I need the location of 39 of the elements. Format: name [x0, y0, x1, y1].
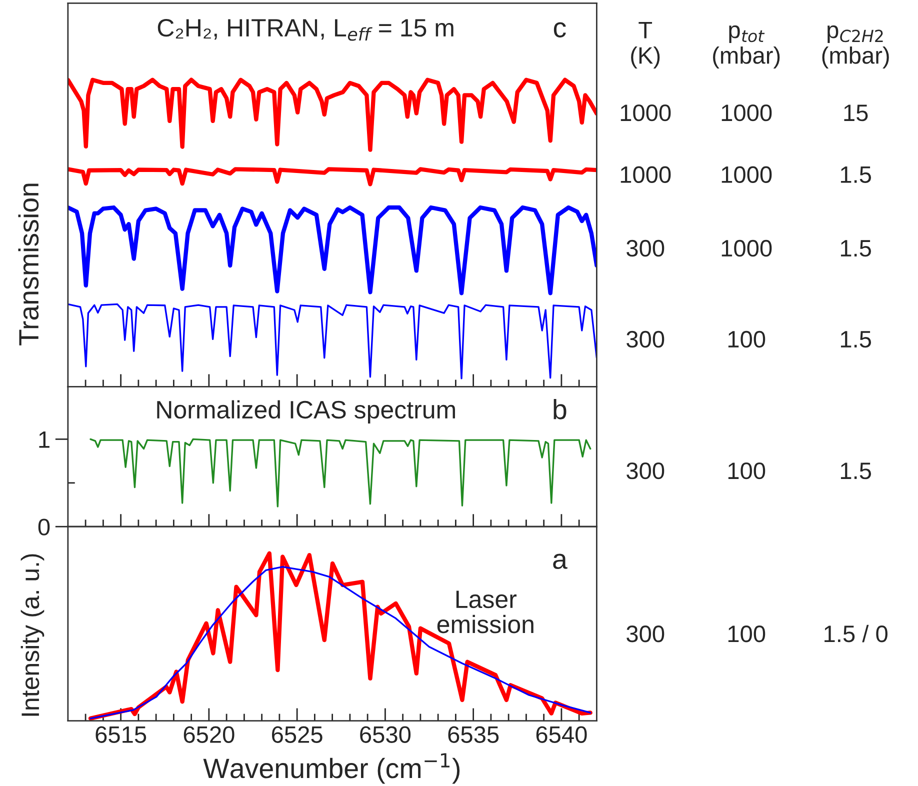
x-tick-label: 6525	[272, 726, 322, 743]
text: 15	[844, 104, 868, 122]
chart-title: C₂H₂, HITRAN, L$_{eff}$ = 15 m	[158, 18, 454, 41]
text: 1000	[722, 104, 772, 122]
text: 1.5 / 0	[824, 624, 888, 642]
text: 1.5	[840, 240, 871, 257]
text: 100	[728, 626, 766, 642]
x-tick-label: 6540	[536, 726, 587, 743]
text: 300	[626, 462, 664, 480]
text: 300	[626, 626, 664, 642]
text: 1.5	[840, 166, 871, 184]
annotation: a	[553, 554, 568, 570]
annotation: b	[554, 398, 566, 420]
annotation: Laser emission	[437, 590, 534, 634]
text: 1.5	[840, 462, 871, 480]
text: T (K)	[631, 22, 660, 69]
text: Normalized ICAS spectrum	[157, 400, 455, 424]
text: 100	[728, 330, 766, 348]
x-tick-label: 6530	[360, 726, 411, 743]
text: 300	[626, 240, 664, 257]
text: c	[554, 22, 566, 38]
text: 1.5	[840, 331, 871, 348]
text: 1000	[722, 166, 772, 184]
text: 100	[728, 462, 766, 480]
text: p$_{tot}$ (mbar)	[713, 25, 780, 69]
line-series	[90, 438, 592, 508]
text: 1000	[722, 240, 772, 257]
text: 1000	[620, 166, 671, 184]
y-axis-title: Intensity (a. u.)	[20, 554, 44, 716]
y-tick-label: 0	[38, 518, 50, 536]
x-tick-label: 6515	[96, 726, 146, 743]
x-axis-title: Wavenumber (cm$^{−1}$)	[203, 753, 460, 784]
x-tick-label: 6520	[184, 726, 234, 743]
text: 300	[626, 330, 664, 348]
text: 1000	[620, 104, 671, 122]
x-tick-label: 6535	[448, 726, 499, 743]
text: p$_{C2H2}$ (mbar)	[822, 25, 889, 69]
y-axis-title: Transmission	[18, 184, 39, 346]
y-tick-label: 1	[39, 431, 50, 448]
